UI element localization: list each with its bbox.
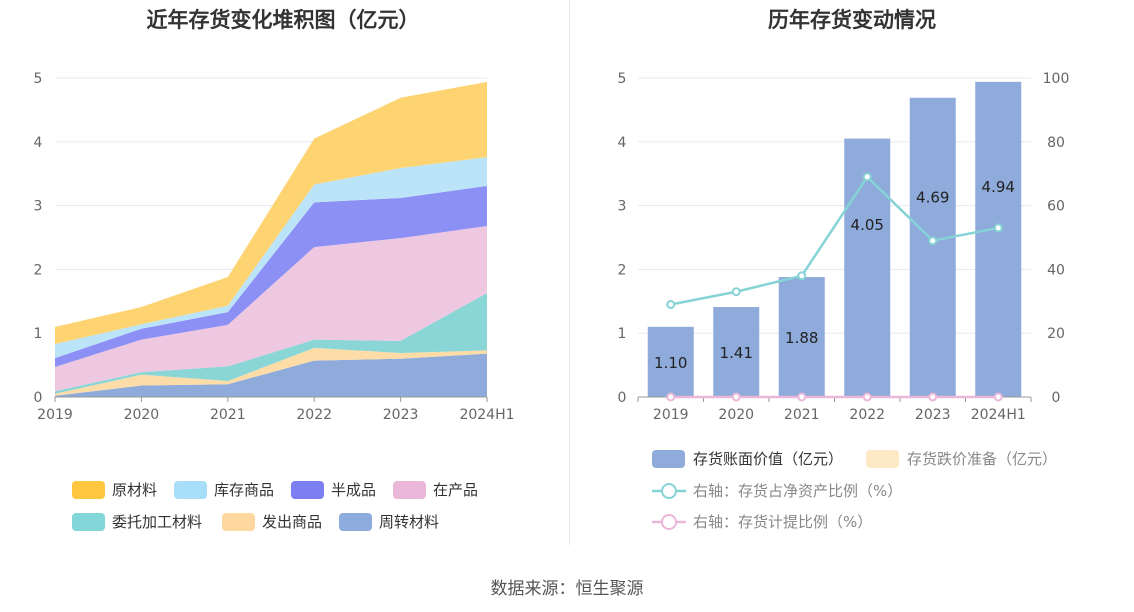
left-y-tick: 3 — [34, 199, 43, 215]
right-y-tick: 3 — [618, 199, 627, 215]
bar-label-2019: 1.10 — [654, 354, 687, 372]
right-x-tick: 2022 — [849, 407, 885, 423]
bar-label-2020: 1.41 — [720, 344, 753, 362]
left-y-tick: 5 — [34, 71, 43, 87]
right-y2-tick: 40 — [1047, 262, 1065, 278]
area-发出商品 — [55, 347, 487, 396]
right-x-tick: 2024H1 — [971, 407, 1026, 423]
legend-marker-右轴：存货占净资产比例（%） — [661, 483, 677, 499]
legend-swatch-半成品 — [291, 481, 324, 499]
left-x-tick: 2024H1 — [459, 407, 514, 423]
area-库存商品 — [55, 157, 487, 359]
area-委托加工材料 — [55, 293, 487, 394]
right-chart-title: 历年存货变动情况 — [768, 8, 936, 32]
bar-2024H1 — [975, 81, 1022, 397]
right-y-tick: 4 — [618, 135, 627, 151]
bar-2020 — [713, 307, 760, 397]
legend-label-存货账面价值（亿元）: 存货账面价值（亿元） — [693, 450, 843, 468]
right-y2-tick: 20 — [1047, 326, 1065, 342]
line-point-2022 — [862, 392, 872, 402]
chart-divider — [569, 0, 570, 545]
left-chart-title: 近年存货变化堆积图（亿元） — [146, 8, 420, 32]
legend-swatch-存货跌价准备（亿元） — [866, 450, 899, 468]
legend-label-库存商品: 库存商品 — [214, 481, 274, 499]
bar-2023 — [909, 97, 956, 397]
legend-swatch-委托加工材料 — [72, 513, 105, 531]
line-point-2024H1 — [993, 223, 1003, 233]
right-y2-tick: 0 — [1052, 390, 1061, 406]
left-y-tick: 1 — [34, 326, 43, 342]
line-point-2021 — [797, 271, 807, 281]
right-y-tick: 0 — [618, 390, 627, 406]
right-y-tick: 2 — [618, 262, 627, 278]
line-point-2023 — [928, 392, 938, 402]
line-point-2023 — [928, 236, 938, 246]
left-y-tick: 0 — [34, 390, 43, 406]
bar-2019 — [647, 326, 694, 397]
area-在产品 — [55, 226, 487, 392]
legend-label-周转材料: 周转材料 — [379, 513, 439, 531]
left-y-tick: 4 — [34, 135, 43, 151]
bar-label-2024H1: 4.94 — [982, 178, 1015, 196]
area-周转材料 — [55, 353, 487, 397]
right-y2-tick: 80 — [1047, 135, 1065, 151]
legend-swatch-存货账面价值（亿元） — [652, 450, 685, 468]
legend-marker-右轴：存货计提比例（%） — [661, 514, 677, 530]
data-source: 数据来源：恒生聚源 — [490, 579, 644, 599]
line-point-2022 — [862, 172, 872, 182]
left-x-tick: 2023 — [383, 407, 419, 423]
bar-2021 — [778, 277, 825, 397]
bar-label-2022: 4.05 — [851, 216, 884, 234]
legend-label-发出商品: 发出商品 — [262, 513, 322, 531]
right-y2-tick: 60 — [1047, 199, 1065, 215]
right-y2-tick: 100 — [1043, 71, 1070, 87]
legend-swatch-库存商品 — [174, 481, 207, 499]
area-半成品 — [55, 185, 487, 368]
left-x-tick: 2019 — [37, 407, 73, 423]
line-point-2024H1 — [993, 392, 1003, 402]
line-point-2019 — [666, 392, 676, 402]
line-右轴：存货占净资产比例（%） — [670, 174, 999, 306]
legend-swatch-周转材料 — [339, 513, 372, 531]
line-point-2021 — [797, 392, 807, 402]
legend-label-右轴：存货占净资产比例（%）: 右轴：存货占净资产比例（%） — [693, 482, 902, 500]
right-x-tick: 2023 — [915, 407, 951, 423]
bar-2022 — [844, 138, 891, 398]
line-point-2020 — [731, 392, 741, 402]
legend-label-在产品: 在产品 — [433, 481, 478, 499]
line-point-2020 — [731, 287, 741, 297]
legend-label-委托加工材料: 委托加工材料 — [112, 513, 202, 531]
legend-label-半成品: 半成品 — [331, 481, 376, 499]
right-y-tick: 5 — [618, 71, 627, 87]
charts-canvas: 0123452019 2020 2021 2022 2023 2024H1原材料 库存商品半… — [34, 71, 1070, 531]
legend-swatch-发出商品 — [222, 513, 255, 531]
left-x-tick: 2022 — [296, 407, 332, 423]
line-point-2019 — [666, 299, 676, 309]
area-原材料 — [55, 81, 487, 345]
left-x-tick: 2020 — [124, 407, 160, 423]
legend-swatch-在产品 — [393, 481, 426, 499]
left-x-tick: 2021 — [210, 407, 246, 423]
right-y-tick: 1 — [618, 326, 627, 342]
legend-label-存货跌价准备（亿元）: 存货跌价准备（亿元） — [907, 450, 1057, 468]
legend-label-原材料: 原材料 — [112, 481, 157, 499]
right-x-tick: 2021 — [784, 407, 820, 423]
right-x-tick: 2020 — [718, 407, 754, 423]
bar-label-2023: 4.69 — [916, 189, 949, 207]
bar-label-2021: 1.88 — [785, 329, 818, 347]
legend-swatch-原材料 — [72, 481, 105, 499]
right-x-tick: 2019 — [653, 407, 689, 423]
left-y-tick: 2 — [34, 262, 43, 278]
legend-label-右轴：存货计提比例（%）: 右轴：存货计提比例（%） — [693, 513, 872, 531]
